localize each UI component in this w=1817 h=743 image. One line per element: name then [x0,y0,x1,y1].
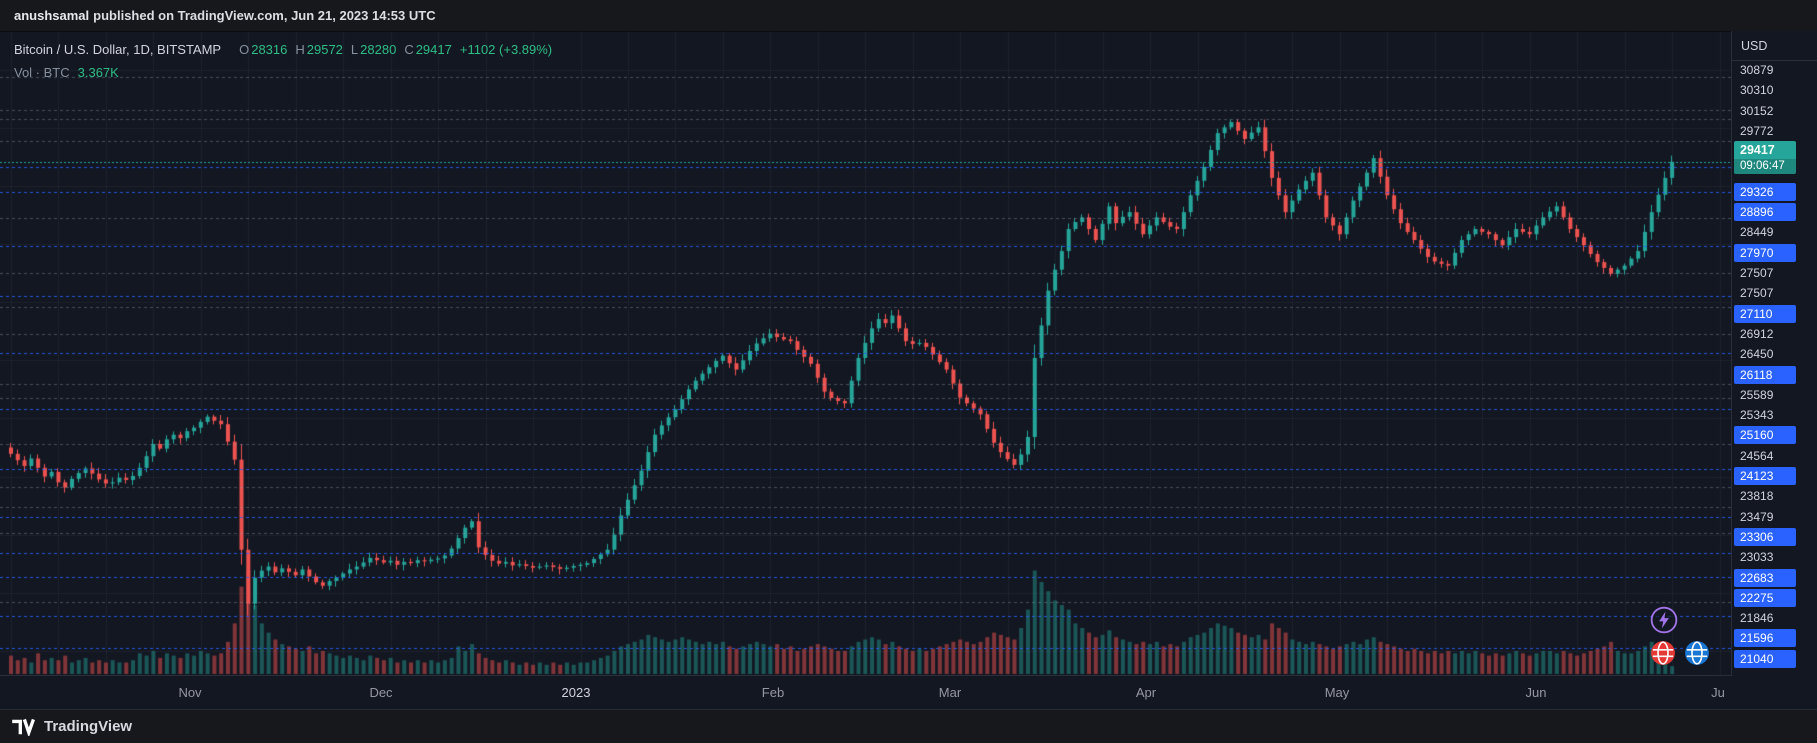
price-level-label[interactable]: 21040 [1734,649,1796,668]
time-axis-label-mar: Mar [938,685,962,700]
price-axis-label: 23479 [1740,509,1774,524]
lightning-badge[interactable] [1650,606,1678,634]
current-price-label: 29417 09:06:47 [1734,141,1796,175]
price-level-label[interactable]: 27110 [1734,304,1796,323]
time-axis-label-2023: 2023 [561,685,591,700]
price-axis-label: 26450 [1740,347,1774,362]
price-level-label[interactable]: 29326 [1734,182,1796,201]
price-axis[interactable]: USD 30879 30310 30152 29772 29417 09:06:47 293… [1731,31,1817,676]
price-axis-label: 23818 [1740,489,1774,504]
price-level-label[interactable]: 24123 [1734,467,1796,485]
price-axis-label: 30152 [1740,103,1774,118]
chart-legend: Bitcoin / U.S. Dollar, 1D, BITSTAMP O 2831… [14,41,552,82]
high-label: H [295,42,305,57]
price-level-label[interactable]: 22275 [1734,588,1796,607]
price-level-label[interactable]: 21596 [1734,629,1796,648]
time-axis-label-jun: Jun [1525,685,1547,700]
red-globe-badge[interactable] [1650,640,1676,666]
time-axis-label-dec: Dec [369,685,393,700]
price-axis-label: 30310 [1740,83,1774,98]
time-axis-label-ju: Ju [1711,685,1725,700]
price-axis-label: 25589 [1740,387,1774,402]
price-level-label[interactable]: 26118 [1734,365,1796,384]
price-level-label[interactable]: 25160 [1734,426,1796,445]
bar-countdown: 09:06:47 [1734,159,1796,175]
price-level-label[interactable]: 23306 [1734,527,1796,546]
publisher-name[interactable]: anushsamal [14,8,90,23]
time-axis-label-feb: Feb [761,685,785,700]
price-axis-label: 28449 [1740,225,1774,240]
volume-value: 3.367K [77,65,119,80]
publisher-info: published on TradingView.com, Jun 21, 20… [93,8,436,23]
tradingview-logo-icon [12,718,35,736]
lightning-icon [1659,611,1669,629]
price-level-label[interactable]: 27970 [1734,243,1796,262]
time-axis-label-apr: Apr [1135,685,1157,700]
current-price-value: 29417 [1740,143,1775,158]
volume-indicator-label[interactable]: Vol · BTC [14,65,70,80]
open-label: O [239,42,250,57]
price-axis-label: 27507 [1740,286,1774,301]
price-axis-label: 24564 [1740,448,1774,463]
low-label: L [350,42,359,57]
price-axis-label: 30879 [1740,63,1774,77]
close-label: C [404,42,414,57]
symbol-title[interactable]: Bitcoin / U.S. Dollar, 1D, BITSTAMP [14,42,222,57]
price-axis-label: 25343 [1740,408,1774,423]
price-axis-label: 29772 [1740,123,1774,138]
tradingview-wordmark[interactable]: TradingView [44,718,133,735]
open-value: 28316 [251,42,288,57]
time-axis-label-nov: Nov [178,685,202,700]
price-axis-label: 26912 [1740,326,1774,341]
time-axis-label-may: May [1324,685,1350,700]
change-value: +1102 (+3.89%) [459,42,553,57]
blue-globe-badge[interactable] [1684,640,1710,666]
brand-bar: TradingView [0,709,1817,743]
publisher-bar: anushsamal published on TradingView.com,… [0,0,1817,32]
price-axis-label: 21846 [1740,611,1774,626]
time-axis[interactable]: Nov Dec 2023 Feb Mar Apr May Jun Ju [0,675,1817,710]
axis-currency-label: USD [1732,31,1817,61]
blue-globe-icon [1685,641,1709,665]
price-level-label[interactable]: 28896 [1734,203,1796,222]
candlestick-chart-canvas[interactable] [0,31,1732,676]
high-value: 29572 [306,42,343,57]
price-axis-label: 23033 [1740,550,1774,565]
price-axis-label: 27507 [1740,266,1774,280]
price-level-label[interactable]: 22683 [1734,568,1796,587]
close-value: 29417 [415,42,452,57]
low-value: 28280 [360,42,397,57]
red-globe-icon [1651,641,1675,665]
